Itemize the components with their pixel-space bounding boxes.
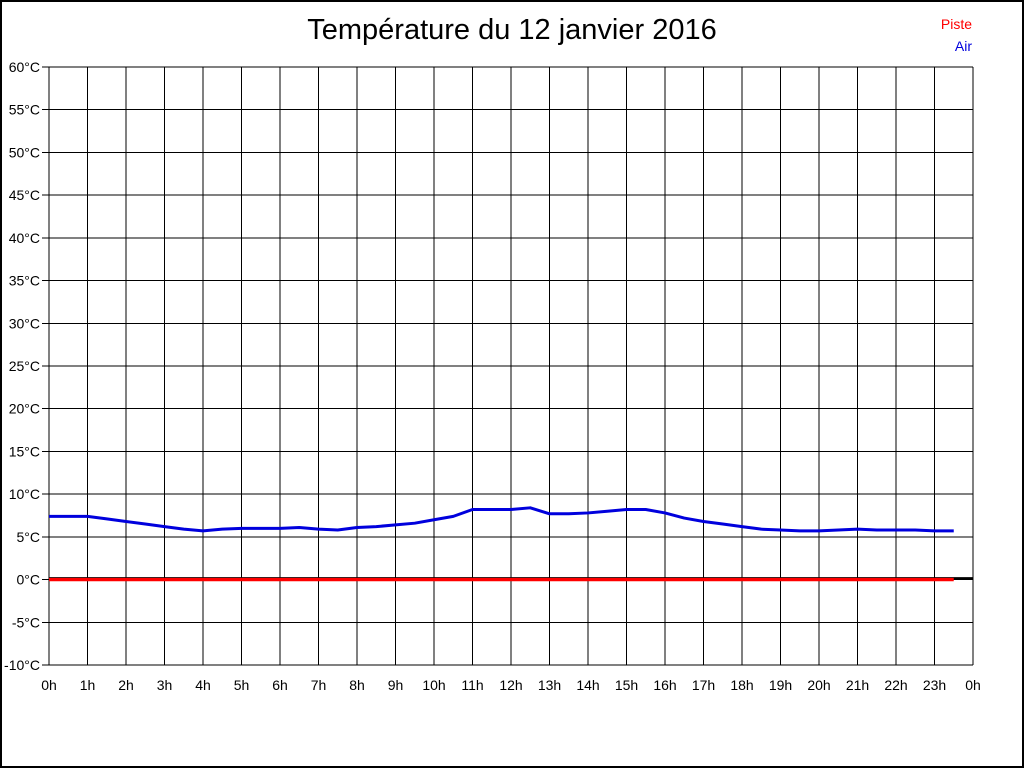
x-axis-label: 22h [884,677,907,693]
x-axis-label: 12h [499,677,522,693]
grid [42,66,974,666]
y-axis-label: 0°C [17,572,41,588]
y-axis-labels: -10°C -5°C 0°C 5°C 10°C 15°C 20°C 25°C 30°C 35°C 4… [4,59,40,673]
x-axis-label: 6h [272,677,288,693]
x-axis-label: 11h [461,677,483,693]
x-axis-label: 1h [80,677,96,693]
x-axis-label: 13h [538,677,561,693]
x-axis-labels: 0h 1h 2h 3h 4h 5h 6h 7h 8h 9h 10h 11h 12h 13h 14h 15h 16… [41,677,981,693]
x-axis-label: 0h [41,677,57,693]
x-axis-label: 2h [118,677,134,693]
x-axis-label: 17h [692,677,715,693]
y-axis-label: 30°C [9,315,40,331]
y-axis-label: 20°C [9,401,40,417]
y-axis-label: -10°C [4,657,40,673]
y-axis-label: 60°C [9,59,40,75]
y-axis-label: 35°C [9,273,40,289]
legend-piste-label: Piste [940,16,972,32]
x-axis-label: 19h [769,677,792,693]
legend-air-label: Air [954,38,972,54]
x-axis-label: 15h [615,677,638,693]
y-axis-label: 10°C [9,486,40,502]
y-axis-label: 15°C [9,443,40,459]
y-axis-label: 25°C [9,358,40,374]
x-axis-label: 14h [576,677,599,693]
x-axis-label: 20h [807,677,830,693]
y-axis-label: -5°C [12,614,40,630]
x-axis-label: 5h [234,677,250,693]
y-axis-label: 55°C [9,102,40,118]
x-axis-label: 0h [965,677,981,693]
y-axis-label: 45°C [9,187,40,203]
x-axis-label: 7h [311,677,327,693]
air-series-line [49,506,954,533]
x-axis-label: 18h [730,677,753,693]
x-axis-label: 23h [923,677,946,693]
chart-title: Température du 12 janvier 2016 [307,14,717,46]
x-axis-label: 9h [388,677,404,693]
x-axis-label: 8h [349,677,365,693]
x-axis-label: 16h [653,677,676,693]
y-axis-label: 40°C [9,230,40,246]
y-axis-label: 5°C [17,529,41,545]
y-axis-label: 50°C [9,144,40,160]
x-axis-label: 21h [846,677,869,693]
chart-legend: Piste Air [941,13,972,57]
x-axis-label: 3h [157,677,173,693]
x-axis-label: 10h [422,677,445,693]
x-axis-label: 4h [195,677,211,693]
